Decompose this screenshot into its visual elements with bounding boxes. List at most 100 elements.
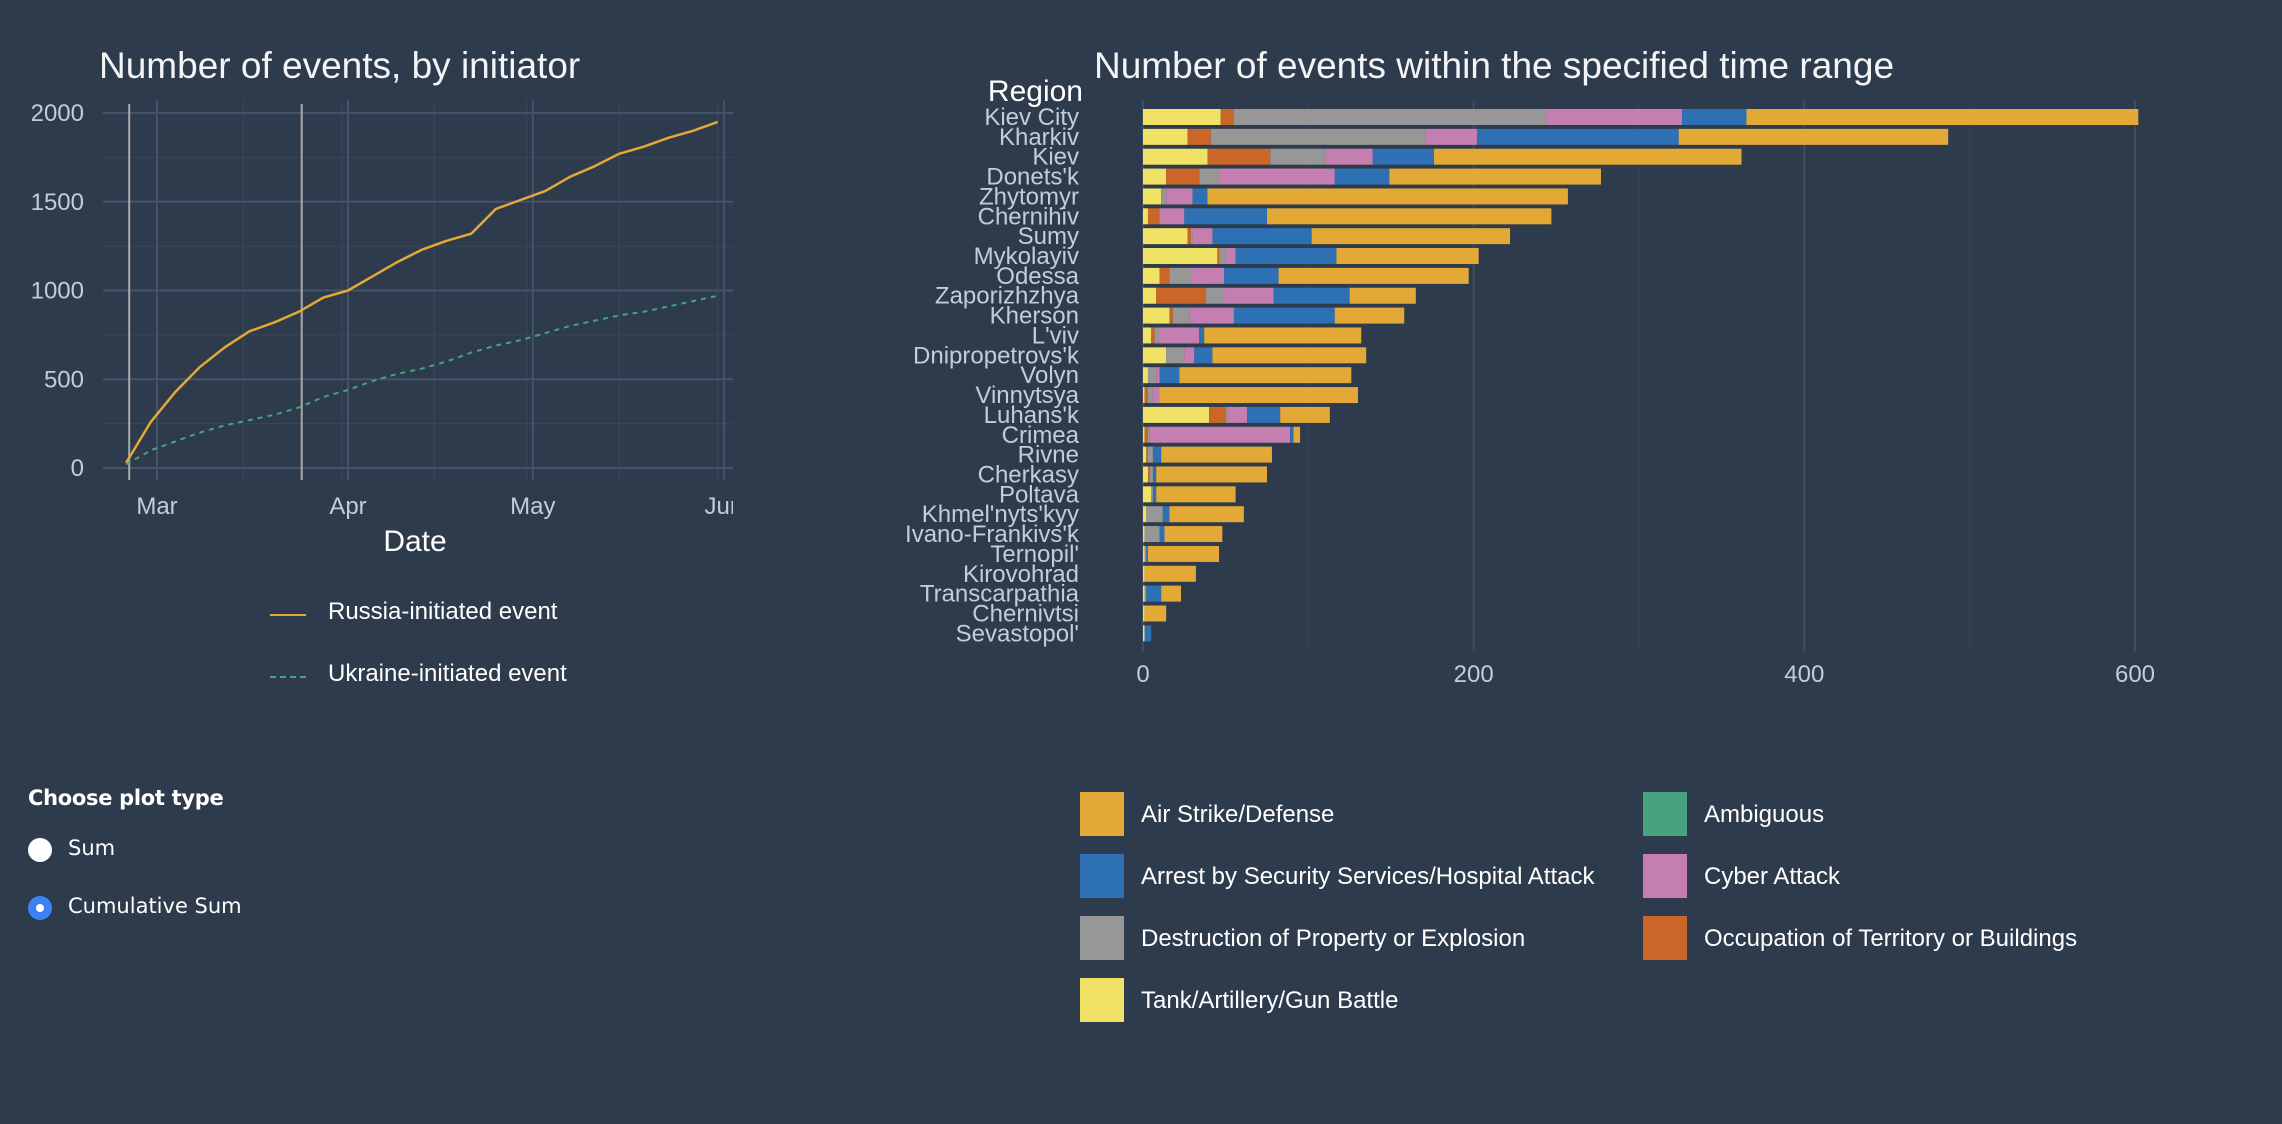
region-label: Kharkiv bbox=[999, 124, 1079, 151]
bar-segment bbox=[1147, 446, 1153, 463]
bar-segment bbox=[1159, 526, 1165, 543]
bar-segment bbox=[1161, 446, 1272, 463]
region-label: Kherson bbox=[990, 303, 1079, 330]
bar-segment bbox=[1336, 248, 1479, 265]
region-label: Zaporizhzhya bbox=[935, 283, 1080, 310]
y-axis-title: Region bbox=[988, 75, 1083, 108]
bar-segment bbox=[1143, 625, 1145, 642]
region-label: Transcarpathia bbox=[920, 581, 1080, 608]
bar-segment bbox=[1425, 128, 1477, 145]
bar-segment bbox=[1147, 367, 1157, 384]
region-label: Vinnytsya bbox=[975, 382, 1079, 409]
bar-segment bbox=[1273, 287, 1350, 304]
bar-segment bbox=[1156, 466, 1267, 483]
bar-segment bbox=[1143, 148, 1208, 165]
bar-segment bbox=[1152, 446, 1162, 463]
x-tick-label: Apr bbox=[329, 493, 366, 520]
bar-segment bbox=[1147, 208, 1160, 225]
legend-russia-line bbox=[270, 614, 306, 616]
ukraine-series-line bbox=[125, 294, 718, 466]
region-label: Cherkasy bbox=[978, 461, 1079, 488]
legend-label: Ambiguous bbox=[1704, 801, 1825, 828]
bar-segment bbox=[1546, 109, 1682, 125]
region-label: Kirovohrad bbox=[963, 561, 1079, 588]
bar-segment bbox=[1143, 109, 1221, 125]
x-tick-label: Mar bbox=[136, 493, 177, 520]
region-label: Kiev bbox=[1032, 144, 1079, 171]
bar-segment bbox=[1147, 466, 1150, 483]
bar-segment bbox=[1210, 128, 1426, 145]
region-label: Poltava bbox=[999, 481, 1080, 508]
legend-label: Cyber Attack bbox=[1704, 863, 1841, 890]
bar-segment bbox=[1143, 287, 1157, 304]
region-label: Donets'k bbox=[986, 164, 1080, 191]
bar-segment bbox=[1192, 188, 1208, 205]
bar-segment bbox=[1278, 267, 1469, 284]
plot-type-header: Choose plot type bbox=[28, 786, 224, 810]
region-label: Chernivtsi bbox=[972, 601, 1079, 628]
bar-segment bbox=[1270, 148, 1325, 165]
region-label: Ivano-Frankivs'k bbox=[905, 521, 1080, 548]
legend-russia-label: Russia-initiated event bbox=[328, 598, 558, 625]
bar-segment bbox=[1144, 526, 1160, 543]
bar-segment bbox=[1225, 248, 1236, 265]
bar-segment bbox=[1156, 287, 1206, 304]
legend-label: Arrest by Security Services/Hospital Att… bbox=[1141, 863, 1595, 890]
bar-segment bbox=[1154, 327, 1160, 344]
bar-segment bbox=[1235, 248, 1337, 265]
legend-ukraine-label: Ukraine-initiated event bbox=[328, 660, 567, 687]
bar-segment bbox=[1190, 228, 1193, 245]
x-tick-label: Jun bbox=[704, 493, 743, 520]
bar-segment bbox=[1152, 466, 1157, 483]
legend-swatch bbox=[1643, 854, 1687, 898]
y-tick-label: 1500 bbox=[31, 189, 84, 216]
bar-segment bbox=[1189, 307, 1234, 324]
region-label: L'viv bbox=[1032, 322, 1079, 349]
radio-cumulative-sum-label[interactable]: Cumulative Sum bbox=[68, 894, 242, 918]
bar-segment bbox=[1205, 287, 1225, 304]
bar-segment bbox=[1207, 148, 1271, 165]
bar-segment bbox=[1169, 506, 1244, 523]
bar-segment bbox=[1227, 406, 1248, 423]
bar-segment bbox=[1146, 585, 1162, 602]
bar-segment bbox=[1169, 267, 1191, 284]
bar-segment bbox=[1149, 466, 1153, 483]
bar-segment bbox=[1143, 585, 1145, 602]
bar-segment bbox=[1143, 605, 1145, 622]
legend-swatch bbox=[1080, 792, 1124, 836]
bar-segment bbox=[1143, 208, 1148, 225]
legend-swatch bbox=[1080, 916, 1124, 960]
region-label: Kiev City bbox=[984, 104, 1079, 131]
bar-segment bbox=[1143, 446, 1147, 463]
bar-segment bbox=[1746, 109, 2139, 125]
bar-chart-title: Number of events within the specified ti… bbox=[1094, 45, 1895, 86]
bar-segment bbox=[1172, 307, 1190, 324]
legend-label: Occupation of Territory or Buildings bbox=[1704, 925, 2078, 952]
bar-segment bbox=[1199, 327, 1205, 344]
bar-segment bbox=[1143, 128, 1188, 145]
radio-sum-label[interactable]: Sum bbox=[68, 836, 116, 860]
region-label: Odessa bbox=[996, 263, 1079, 290]
bar-segment bbox=[1152, 486, 1157, 503]
x-tick-label: May bbox=[510, 493, 555, 520]
bar-segment bbox=[1161, 585, 1182, 602]
bar-segment bbox=[1372, 148, 1434, 165]
legend-swatch bbox=[1643, 916, 1687, 960]
y-tick-label: 1000 bbox=[31, 278, 84, 305]
bar-segment bbox=[1199, 168, 1220, 185]
bar-segment bbox=[1147, 545, 1220, 562]
radio-sum-circle[interactable] bbox=[28, 838, 52, 862]
bar-segment bbox=[1324, 148, 1373, 165]
bar-segment bbox=[1144, 565, 1196, 582]
legend-swatch bbox=[1080, 978, 1124, 1022]
bar-segment bbox=[1207, 188, 1568, 205]
line-chart: 0 500 1000 1500 2000 Mar Apr May Jun Date bbox=[31, 100, 743, 558]
bar-segment bbox=[1476, 128, 1679, 145]
bar-segment bbox=[1184, 347, 1195, 364]
x-axis-title: Date bbox=[383, 525, 446, 558]
bar-segment bbox=[1162, 506, 1170, 523]
bar-segment bbox=[1143, 506, 1147, 523]
region-label: Luhans'k bbox=[984, 402, 1080, 429]
bar-segment bbox=[1225, 406, 1228, 423]
radio-cumulative-sum-circle[interactable] bbox=[28, 896, 52, 920]
